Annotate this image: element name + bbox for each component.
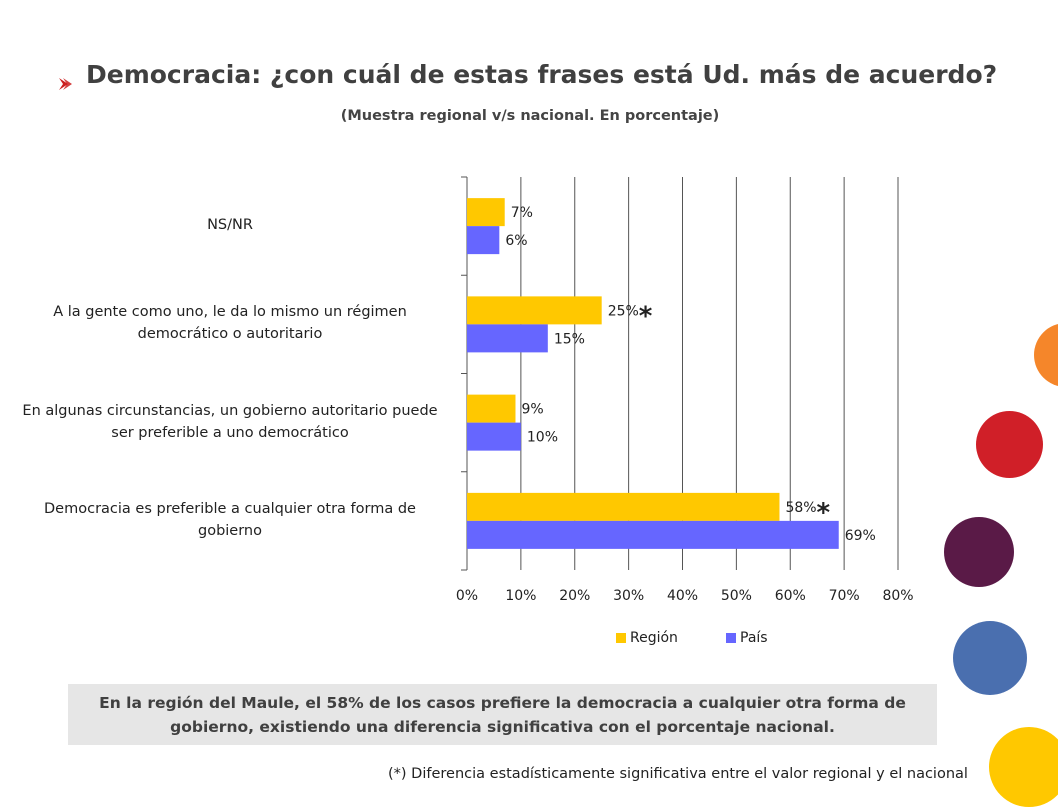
- bar-pais: [467, 226, 500, 255]
- slide-title: Democracia: ¿con cuál de estas frases es…: [86, 60, 998, 89]
- slide-subtitle: (Muestra regional v/s nacional. En porce…: [340, 108, 720, 124]
- significance-marker: *: [816, 498, 830, 528]
- summary-note-text: En la región del Maule, el 58% de los ca…: [99, 693, 906, 736]
- data-label: 6%: [505, 233, 527, 249]
- legend-swatch-region: [616, 633, 626, 643]
- bar-region: [467, 492, 780, 521]
- legend-item-pais: País: [726, 630, 768, 646]
- chevron-icon: [59, 78, 72, 90]
- bar-region: [467, 296, 602, 325]
- category-label: NS/NR: [207, 217, 253, 234]
- category-label: Democracia es preferible a cualquier otr…: [44, 500, 416, 539]
- decorative-circle-yellow: [989, 727, 1058, 807]
- decorative-circle-purple: [944, 517, 1014, 587]
- x-tick-label: 0%: [456, 588, 478, 604]
- x-tick-label: 10%: [505, 588, 536, 604]
- data-label: 7%: [511, 205, 533, 221]
- bar-pais: [467, 422, 521, 451]
- footnote: (*) Diferencia estadísticamente signific…: [388, 766, 968, 782]
- data-label: 15%: [554, 331, 585, 347]
- x-tick-label: 20%: [559, 588, 590, 604]
- significance-marker: *: [639, 301, 653, 331]
- x-tick-label: 40%: [667, 588, 698, 604]
- legend-item-region: Región: [616, 630, 678, 646]
- x-tick-label: 60%: [775, 588, 806, 604]
- decorative-circle-red: [976, 411, 1043, 478]
- bar-region: [467, 394, 516, 423]
- category-label: En algunas circunstancias, un gobierno a…: [22, 402, 438, 441]
- legend-swatch-pais: [726, 633, 736, 643]
- legend-label-region: Región: [630, 630, 678, 646]
- bar-region: [467, 198, 505, 227]
- data-label: 58%: [785, 500, 816, 516]
- bar-pais: [467, 520, 839, 549]
- bar-pais: [467, 324, 548, 353]
- x-tick-label: 30%: [613, 588, 644, 604]
- summary-note: En la región del Maule, el 58% de los ca…: [68, 684, 937, 745]
- category-label: A la gente como uno, le da lo mismo un r…: [53, 304, 407, 343]
- data-label: 9%: [521, 402, 543, 418]
- x-tick-label: 80%: [882, 588, 913, 604]
- legend-label-pais: País: [740, 630, 768, 646]
- data-label: 10%: [527, 430, 558, 446]
- x-tick-label: 70%: [829, 588, 860, 604]
- data-label: 69%: [845, 528, 876, 544]
- x-tick-label: 50%: [721, 588, 752, 604]
- decorative-circle-blue: [953, 621, 1027, 695]
- data-label: 25%: [608, 303, 639, 319]
